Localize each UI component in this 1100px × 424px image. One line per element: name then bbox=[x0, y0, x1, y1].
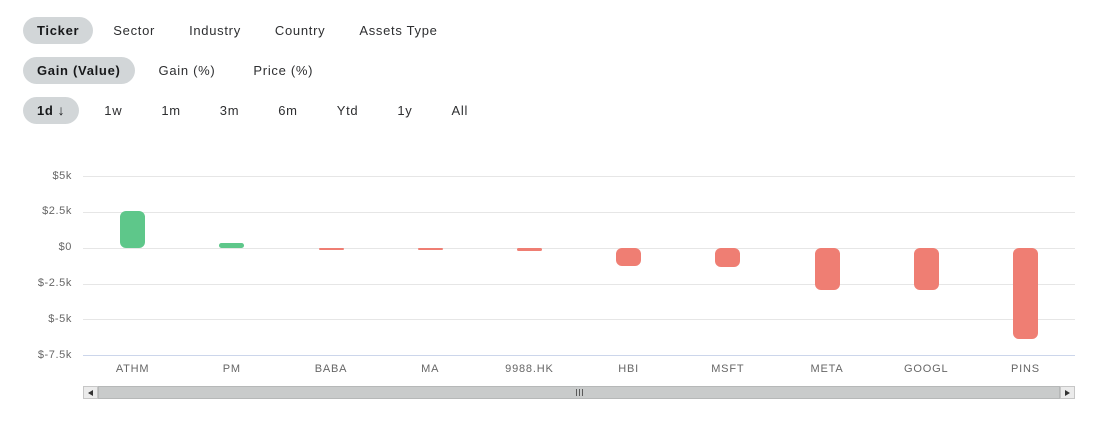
filter-label: 1m bbox=[161, 103, 181, 118]
filter-label: 3m bbox=[219, 103, 240, 118]
gridline bbox=[83, 319, 1075, 321]
scrollbar-right-button[interactable] bbox=[1060, 386, 1075, 399]
triangle-right-icon bbox=[1065, 389, 1070, 396]
filter-metric-price[interactable]: Price (%) bbox=[239, 57, 327, 84]
filter-period-6m[interactable]: 6m bbox=[264, 97, 311, 124]
filter-group-by-assets-type[interactable]: Assets Type bbox=[345, 17, 451, 44]
x-axis-label-hbi: HBI bbox=[618, 363, 639, 375]
bar-baba[interactable] bbox=[318, 248, 344, 251]
filter-label: All bbox=[451, 103, 469, 118]
x-axis-label-9988-hk: 9988.HK bbox=[505, 363, 554, 375]
bar-pins[interactable] bbox=[1012, 248, 1038, 339]
filter-group-by-ticker[interactable]: Ticker bbox=[23, 17, 94, 44]
filter-group-by-sector[interactable]: Sector bbox=[99, 17, 169, 44]
filter-row-period: 1d ↓ 1w 1m 3m 6m Ytd 1y All bbox=[23, 97, 482, 124]
filter-group-by-industry[interactable]: Industry bbox=[175, 17, 255, 44]
x-axis-label-pins: PINS bbox=[1010, 363, 1040, 375]
y-axis-tick-label: $-7.5k bbox=[37, 348, 72, 361]
bar-meta[interactable] bbox=[814, 248, 840, 290]
filter-row-metric: Gain (Value) Gain (%) Price (%) bbox=[23, 57, 482, 84]
filter-period-all[interactable]: All bbox=[437, 97, 482, 124]
filter-metric-gain-value[interactable]: Gain (Value) bbox=[23, 57, 135, 84]
filter-label: Sector bbox=[113, 23, 156, 38]
grip-lines-icon bbox=[575, 389, 583, 396]
y-axis-tick-label: $2.5k bbox=[42, 205, 72, 218]
gridline bbox=[83, 283, 1075, 285]
triangle-left-icon bbox=[88, 389, 93, 396]
filter-label: Industry bbox=[189, 23, 241, 38]
x-axis-label-athm: ATHM bbox=[115, 363, 150, 375]
x-axis-label-meta: META bbox=[810, 363, 844, 375]
filter-label: Ytd bbox=[336, 103, 359, 118]
filter-group-by-country[interactable]: Country bbox=[261, 17, 339, 44]
bar-ma[interactable] bbox=[417, 248, 443, 251]
gridline bbox=[83, 247, 1075, 249]
filter-period-1y[interactable]: 1y bbox=[383, 97, 426, 124]
filter-label: 6m bbox=[278, 103, 298, 118]
filter-period-1w[interactable]: 1w bbox=[90, 97, 136, 124]
filter-period-1d[interactable]: 1d ↓ bbox=[23, 97, 80, 124]
filter-period-ytd[interactable]: Ytd bbox=[323, 97, 373, 124]
chart-scrollbar[interactable] bbox=[83, 386, 1075, 399]
filter-label: 1d bbox=[37, 103, 54, 118]
filter-label: Gain (%) bbox=[158, 63, 216, 78]
filter-label: Price (%) bbox=[253, 63, 314, 78]
scrollbar-left-button[interactable] bbox=[83, 386, 98, 399]
x-axis-label-googl: GOOGL bbox=[904, 363, 949, 375]
filter-label: 1y bbox=[397, 103, 413, 118]
x-axis-label-pm: PM bbox=[222, 363, 241, 375]
bar-pm[interactable] bbox=[219, 243, 245, 248]
bar-googl[interactable] bbox=[913, 248, 939, 291]
filter-bar: Ticker Sector Industry Country Assets Type Ga… bbox=[23, 17, 482, 137]
y-axis-tick-label: $5k bbox=[52, 169, 72, 182]
scrollbar-thumb[interactable] bbox=[98, 386, 1060, 399]
filter-period-3m[interactable]: 3m bbox=[206, 97, 253, 124]
arrow-down-icon: ↓ bbox=[57, 102, 66, 118]
gridline bbox=[83, 211, 1075, 213]
bar-msft[interactable] bbox=[715, 248, 741, 268]
y-axis-tick-label: $-2.5k bbox=[37, 277, 72, 290]
filter-metric-gain[interactable]: Gain (%) bbox=[145, 57, 230, 84]
x-axis-label-baba: BABA bbox=[314, 363, 348, 375]
x-axis-line bbox=[83, 355, 1075, 357]
x-axis-label-msft: MSFT bbox=[711, 363, 745, 375]
filter-label: Gain (Value) bbox=[37, 63, 121, 78]
bar-hbi[interactable] bbox=[616, 248, 642, 266]
filter-label: Ticker bbox=[37, 23, 80, 38]
y-axis-tick-label: $-5k bbox=[48, 312, 72, 325]
filter-period-1m[interactable]: 1m bbox=[147, 97, 194, 124]
filter-label: Country bbox=[274, 23, 326, 38]
bar-9988-hk[interactable] bbox=[516, 248, 542, 252]
bar-athm[interactable] bbox=[120, 211, 146, 248]
filter-label: Assets Type bbox=[359, 23, 438, 38]
y-axis-tick-label: $0 bbox=[58, 241, 72, 254]
filter-row-group-by: Ticker Sector Industry Country Assets Type bbox=[23, 17, 482, 44]
x-axis-label-ma: MA bbox=[421, 363, 440, 375]
filter-label: 1w bbox=[104, 103, 123, 118]
gridline bbox=[83, 176, 1075, 177]
